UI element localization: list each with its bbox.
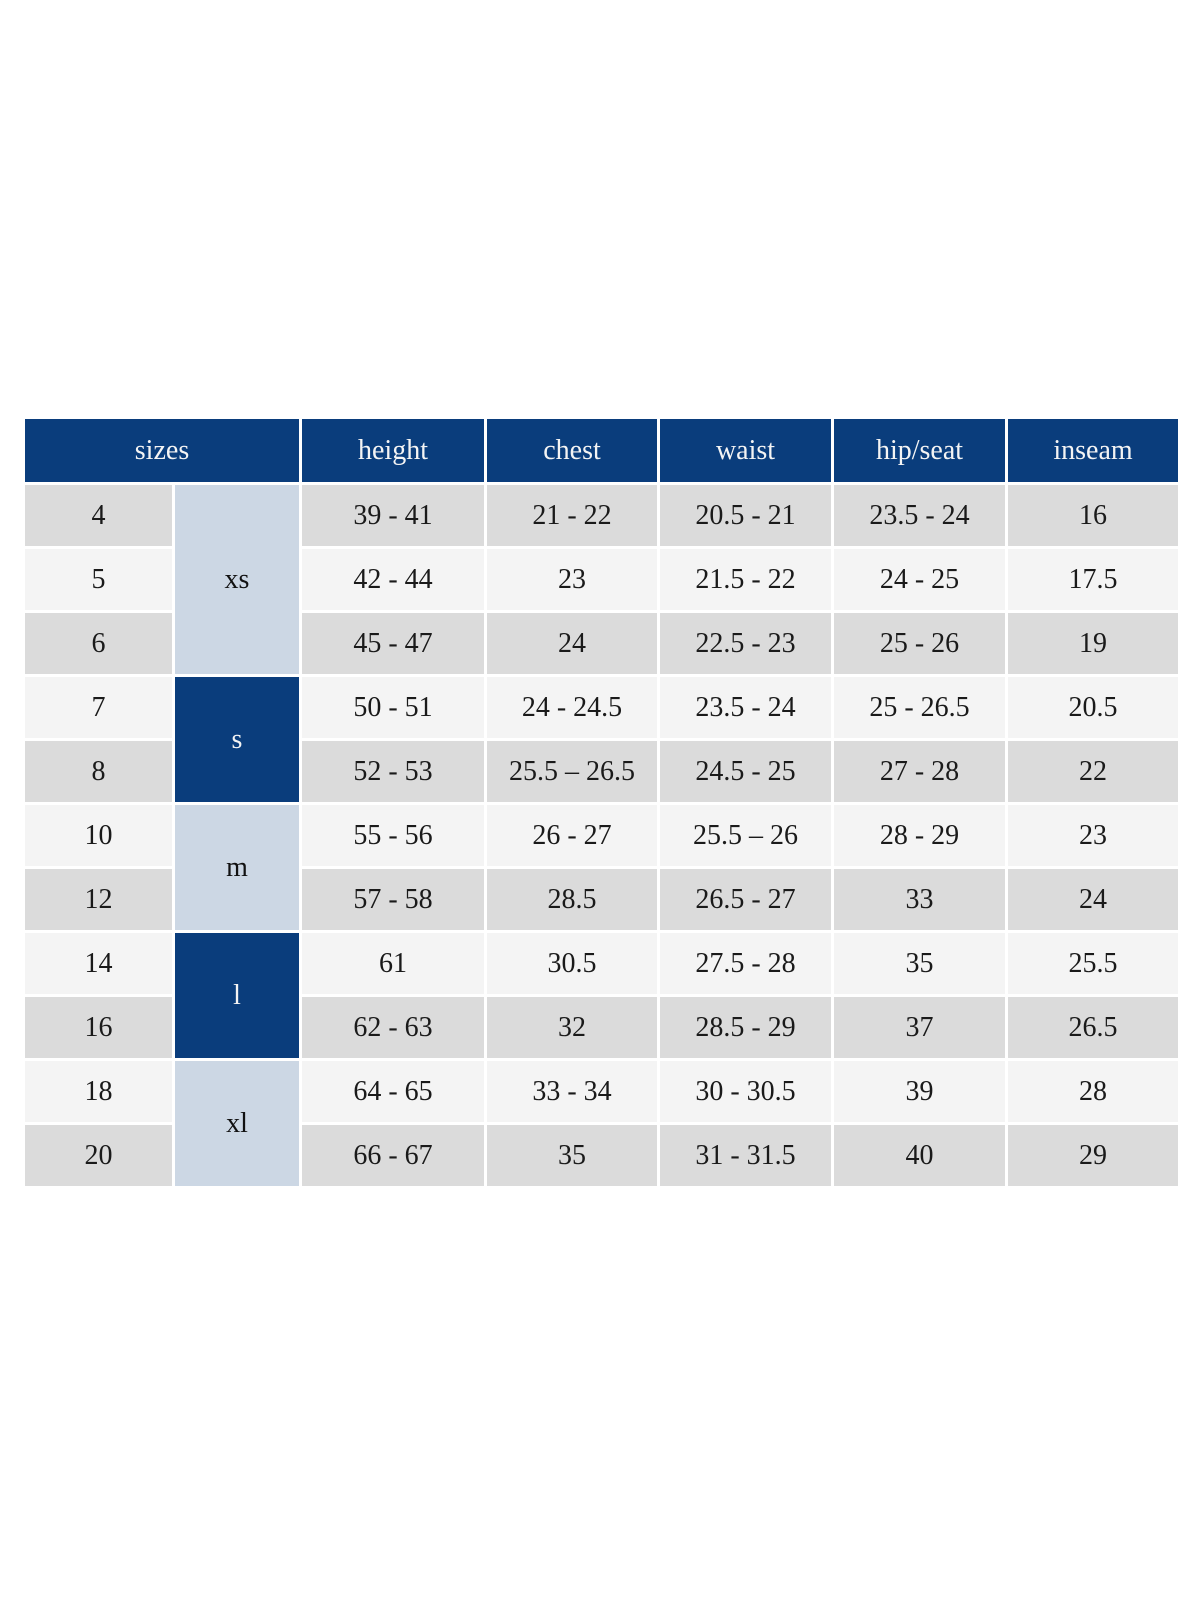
size-group-cell-s: s [172,674,302,805]
hip-seat-cell: 23.5 - 24 [831,482,1008,549]
waist-cell: 23.5 - 24 [657,674,834,741]
chest-cell: 33 - 34 [484,1058,660,1125]
table-row: 7 s 50 - 51 24 - 24.5 23.5 - 24 25 - 26.5 20.5 [22,674,1181,805]
size-number-cell: 5 [22,546,175,613]
size-number-cell: 7 [22,674,175,741]
chest-cell: 30.5 [484,930,660,997]
inseam-cell: 29 [1005,1122,1181,1189]
inseam-cell: 25.5 [1005,930,1181,997]
size-number-cell: 12 [22,866,175,933]
waist-cell: 31 - 31.5 [657,1122,834,1189]
inseam-cell: 22 [1005,738,1181,805]
height-cell: 62 - 63 [299,994,487,1061]
inseam-cell: 24 [1005,866,1181,933]
height-cell: 39 - 41 [299,482,487,549]
waist-cell: 27.5 - 28 [657,930,834,997]
chest-cell: 28.5 [484,866,660,933]
table-header: sizes height chest waist hip/seat inseam [22,416,1181,485]
hip-seat-cell: 33 [831,866,1008,933]
chest-cell: 32 [484,994,660,1061]
waist-cell: 20.5 - 21 [657,482,834,549]
table-row: 20 66 - 67 35 31 - 31.5 40 29 [22,1122,1181,1189]
size-number-cell: 16 [22,994,175,1061]
hip-seat-cell: 28 - 29 [831,802,1008,869]
height-cell: 42 - 44 [299,546,487,613]
height-cell: 61 [299,930,487,997]
waist-cell: 22.5 - 23 [657,610,834,677]
inseam-cell: 17.5 [1005,546,1181,613]
table-row: 12 57 - 58 28.5 26.5 - 27 33 24 [22,866,1181,933]
chest-cell: 23 [484,546,660,613]
height-cell: 52 - 53 [299,738,487,805]
waist-cell: 24.5 - 25 [657,738,834,805]
table-row: 5 42 - 44 23 21.5 - 22 24 - 25 17.5 [22,546,1181,613]
height-cell: 55 - 56 [299,802,487,869]
column-header-chest: chest [484,416,660,485]
size-group-cell-l: l [172,930,302,1061]
hip-seat-cell: 37 [831,994,1008,1061]
header-row: sizes height chest waist hip/seat inseam [22,416,1181,485]
hip-seat-cell: 40 [831,1122,1008,1189]
height-cell: 57 - 58 [299,866,487,933]
table-row: 10 m 55 - 56 26 - 27 25.5 – 26 28 - 29 23 [22,802,1181,933]
hip-seat-cell: 24 - 25 [831,546,1008,613]
inseam-cell: 26.5 [1005,994,1181,1061]
size-number-cell: 20 [22,1122,175,1189]
size-number-cell: 10 [22,802,175,869]
chest-cell: 25.5 – 26.5 [484,738,660,805]
inseam-cell: 23 [1005,802,1181,869]
hip-seat-cell: 27 - 28 [831,738,1008,805]
hip-seat-cell: 25 - 26.5 [831,674,1008,741]
column-header-inseam: inseam [1005,416,1181,485]
height-cell: 45 - 47 [299,610,487,677]
inseam-cell: 28 [1005,1058,1181,1125]
size-number-cell: 6 [22,610,175,677]
size-chart-table: sizes height chest waist hip/seat inseam… [22,416,1181,1189]
table-row: 6 45 - 47 24 22.5 - 23 25 - 26 19 [22,610,1181,677]
height-cell: 50 - 51 [299,674,487,741]
table-row: 8 52 - 53 25.5 – 26.5 24.5 - 25 27 - 28 22 [22,738,1181,805]
waist-cell: 28.5 - 29 [657,994,834,1061]
hip-seat-cell: 35 [831,930,1008,997]
size-number-cell: 4 [22,482,175,549]
waist-cell: 26.5 - 27 [657,866,834,933]
waist-cell: 25.5 – 26 [657,802,834,869]
size-group-cell-xs: xs [172,482,302,677]
column-header-sizes: sizes [22,416,302,485]
hip-seat-cell: 39 [831,1058,1008,1125]
inseam-cell: 20.5 [1005,674,1181,741]
size-number-cell: 8 [22,738,175,805]
waist-cell: 21.5 - 22 [657,546,834,613]
size-group-cell-xl: xl [172,1058,302,1189]
column-header-waist: waist [657,416,834,485]
chest-cell: 35 [484,1122,660,1189]
waist-cell: 30 - 30.5 [657,1058,834,1125]
chest-cell: 26 - 27 [484,802,660,869]
size-number-cell: 14 [22,930,175,997]
chest-cell: 21 - 22 [484,482,660,549]
table-row: 16 62 - 63 32 28.5 - 29 37 26.5 [22,994,1181,1061]
size-number-cell: 18 [22,1058,175,1125]
chest-cell: 24 [484,610,660,677]
size-group-cell-m: m [172,802,302,933]
column-header-height: height [299,416,487,485]
chest-cell: 24 - 24.5 [484,674,660,741]
hip-seat-cell: 25 - 26 [831,610,1008,677]
inseam-cell: 16 [1005,482,1181,549]
height-cell: 64 - 65 [299,1058,487,1125]
table-body: 4 xs 39 - 41 21 - 22 20.5 - 21 23.5 - 24 16 5 42… [22,482,1181,1189]
table-row: 18 xl 64 - 65 33 - 34 30 - 30.5 39 28 [22,1058,1181,1189]
size-chart: sizes height chest waist hip/seat inseam… [22,416,1181,1189]
height-cell: 66 - 67 [299,1122,487,1189]
column-header-hip-seat: hip/seat [831,416,1008,485]
table-row: 14 l 61 30.5 27.5 - 28 35 25.5 [22,930,1181,1061]
inseam-cell: 19 [1005,610,1181,677]
table-row: 4 xs 39 - 41 21 - 22 20.5 - 21 23.5 - 24 16 [22,482,1181,677]
